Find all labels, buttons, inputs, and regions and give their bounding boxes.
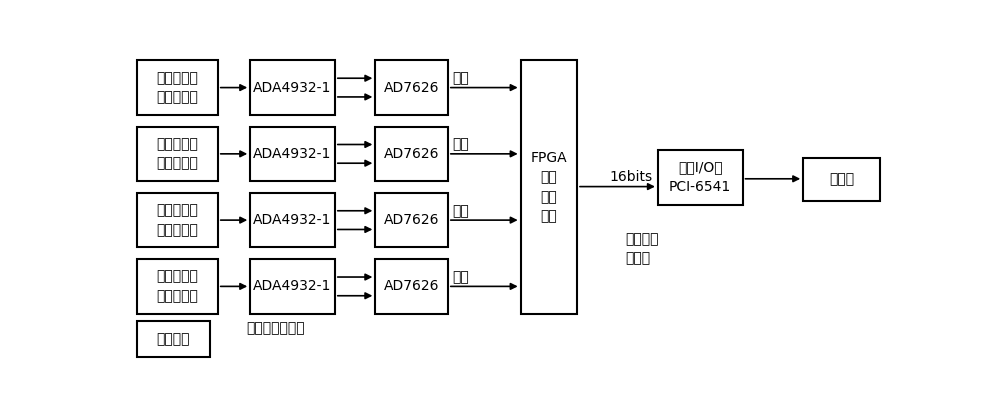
Bar <box>137 259 218 313</box>
Bar <box>658 150 743 205</box>
Bar <box>250 193 335 247</box>
Text: 放大滤波电
路单端输出: 放大滤波电 路单端输出 <box>157 137 198 171</box>
Bar <box>521 60 577 313</box>
Text: ADA4932-1: ADA4932-1 <box>253 213 332 227</box>
Bar <box>250 60 335 115</box>
Text: 光纤: 光纤 <box>452 71 469 85</box>
Text: AD7626: AD7626 <box>384 279 439 293</box>
Text: 放大滤波电
路单端输出: 放大滤波电 路单端输出 <box>157 71 198 104</box>
Text: 时钟和触发信号: 时钟和触发信号 <box>246 321 305 335</box>
Text: FPGA
数据
处理
电路: FPGA 数据 处理 电路 <box>531 151 567 223</box>
Bar <box>137 322 210 356</box>
Text: 数字I/O卡
PCI-6541: 数字I/O卡 PCI-6541 <box>669 160 731 194</box>
Text: 计算机: 计算机 <box>829 172 854 186</box>
Text: 时序电路: 时序电路 <box>157 332 190 346</box>
Bar <box>375 193 448 247</box>
Text: 放大滤波电
路单端输出: 放大滤波电 路单端输出 <box>157 270 198 303</box>
Text: ADA4932-1: ADA4932-1 <box>253 81 332 95</box>
Bar <box>375 60 448 115</box>
Text: 时钟和触
发信号: 时钟和触 发信号 <box>626 232 659 265</box>
Bar <box>375 259 448 313</box>
Text: 光纤: 光纤 <box>452 137 469 151</box>
Text: AD7626: AD7626 <box>384 147 439 161</box>
Bar <box>250 259 335 313</box>
Text: ADA4932-1: ADA4932-1 <box>253 147 332 161</box>
Text: 光纤: 光纤 <box>452 204 469 218</box>
Bar <box>137 60 218 115</box>
Text: AD7626: AD7626 <box>384 213 439 227</box>
Bar <box>137 126 218 181</box>
Text: 光纤: 光纤 <box>452 270 469 284</box>
Text: AD7626: AD7626 <box>384 81 439 95</box>
Bar <box>250 126 335 181</box>
Text: ADA4932-1: ADA4932-1 <box>253 279 332 293</box>
Bar <box>803 158 880 200</box>
Bar <box>137 193 218 247</box>
Text: 放大滤波电
路单端输出: 放大滤波电 路单端输出 <box>157 203 198 237</box>
Bar <box>375 126 448 181</box>
Text: 16bits: 16bits <box>609 170 652 184</box>
